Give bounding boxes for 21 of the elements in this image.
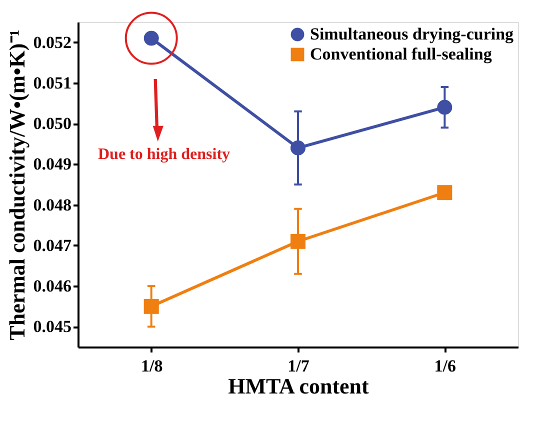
point	[290, 140, 306, 156]
y-tick-label: 0.048	[33, 195, 72, 214]
y-tick-label: 0.051	[33, 73, 72, 92]
x-tick-label: 1/6	[434, 356, 456, 376]
y-tick-label: 0.049	[33, 154, 72, 174]
point	[290, 234, 306, 249]
legend-label: Conventional full-sealing	[310, 44, 492, 64]
point	[437, 100, 452, 115]
legend-label: Simultaneous drying-curing	[310, 24, 514, 44]
annotation: Due to high density	[98, 146, 230, 163]
point	[144, 298, 159, 314]
y-tick-label: 0.047	[33, 236, 72, 255]
y-tick-label: 0.052	[33, 32, 72, 52]
x-axis-title: HMTA content	[228, 374, 370, 398]
y-tick-label: 0.046	[33, 276, 72, 296]
y-axis-title: Thermal conductivity/W•(m•K)⁻¹	[4, 30, 30, 340]
point	[437, 185, 452, 200]
y-tick-label: 0.045	[33, 317, 72, 336]
x-tick-label: 1/7	[288, 356, 310, 376]
y-tick-label: 0.050	[33, 114, 72, 134]
x-tick-label: 1/8	[140, 356, 163, 376]
